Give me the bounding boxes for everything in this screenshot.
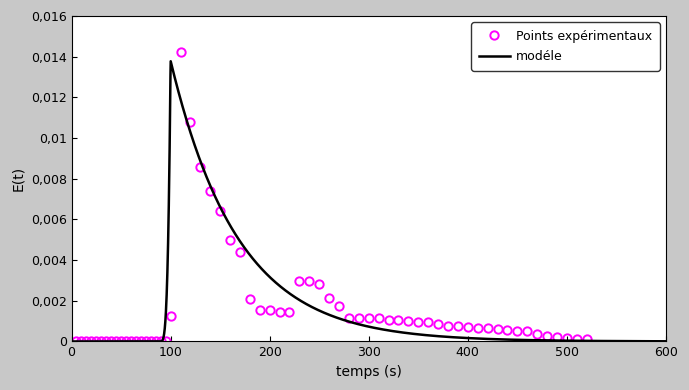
Line: Points expérimentaux: Points expérimentaux [72,48,591,346]
modéle [424,333,432,338]
Points expérimentaux [285,310,294,314]
Points expérimentaux [513,329,522,333]
modéle [176,94,184,98]
Points expérimentaux [583,337,591,342]
modéle [556,338,564,343]
Line: modéle: modéle [72,61,666,342]
X-axis label: temps (s): temps (s) [336,365,402,379]
Legend: Points expérimentaux, modéle: Points expérimentaux, modéle [471,22,659,71]
modéle [295,297,303,302]
Points expérimentaux [72,339,81,344]
Points expérimentaux [132,339,140,344]
modéle [454,335,462,340]
modéle [511,337,520,342]
Y-axis label: E(t): E(t) [11,166,25,191]
Points expérimentaux [176,50,185,54]
Points expérimentaux [97,339,105,344]
modéle [167,59,175,64]
Points expérimentaux [355,316,363,321]
modéle [662,339,670,344]
Points expérimentaux [152,339,160,344]
modéle [68,339,76,344]
